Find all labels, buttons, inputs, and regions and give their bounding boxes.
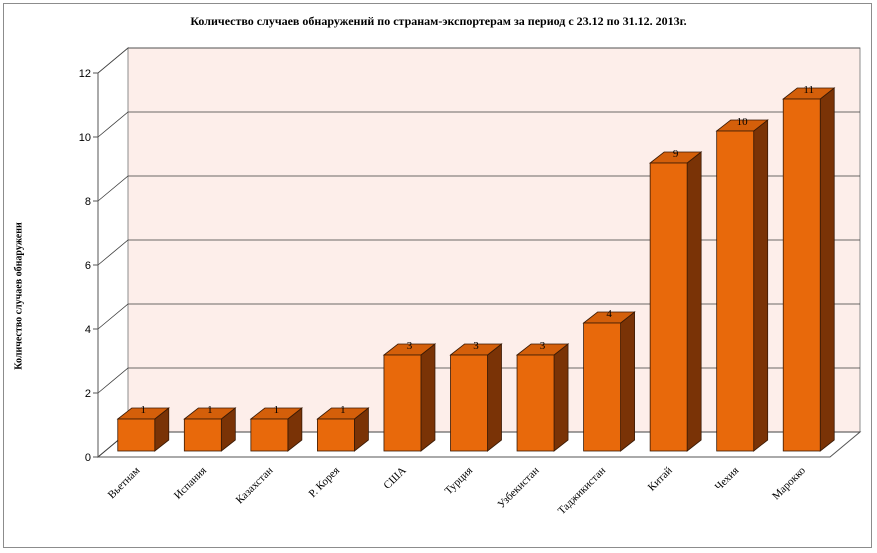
data-label: 10 [737,116,749,128]
bar-front [516,354,555,452]
bar [116,407,170,452]
chart-title: Количество случаев обнаружений по страна… [190,14,687,28]
data-label: 9 [673,148,679,160]
bar [582,311,636,452]
bars [116,87,836,452]
bar-side [620,311,635,452]
x-category-label: Казахстан [234,465,276,507]
bar [648,151,703,452]
gridline [97,111,860,138]
x-category-label: Турция [443,465,476,498]
bar [316,407,370,452]
bar-side [753,119,769,452]
y-tick-label: 2 [85,388,91,400]
x-category-label: Р. Корея [307,465,342,500]
x-category-label: Марокко [770,464,808,502]
data-label: 1 [340,404,346,416]
y-tick-label: 8 [85,196,91,208]
bar [249,407,304,452]
x-category-label: Узбекистан [495,465,541,511]
x-axis-categories: Вьетнам Испания Казахстан Р. Корея США Турция… [106,464,808,517]
gridline [97,47,860,74]
bar-side [420,343,436,452]
data-label: 3 [540,340,546,352]
gridline [97,175,860,202]
bar [382,343,437,452]
bar-side [686,151,702,452]
data-label: 1 [207,404,213,416]
bar-front [450,354,488,452]
data-label: 3 [407,340,413,352]
bar [449,343,503,452]
gridline [97,239,860,266]
y-tick-label: 6 [85,260,91,272]
bar-front [716,130,755,452]
bar-side [487,343,502,452]
bar-front [782,98,821,452]
data-label: 1 [141,404,147,416]
bar [515,343,570,452]
bar [715,119,769,452]
x-category-label: Испания [172,465,209,502]
bar-front [649,162,688,452]
data-label: 4 [606,308,612,320]
bar [183,407,237,452]
x-category-label: Чехия [713,465,742,494]
bar-side [553,343,569,452]
x-category-label: Вьетнам [106,465,143,502]
x-category-label: США [381,465,408,492]
y-tick-label: 4 [85,324,91,336]
x-category-label: Китай [646,465,675,494]
bar-front [250,418,289,452]
bar-front [117,418,156,452]
bar-front [317,418,355,452]
bar-front [583,322,621,452]
x-category-label: Таджикистан [556,465,609,518]
data-label: 11 [803,84,814,96]
data-label: 3 [473,340,479,352]
y-tick-label: 12 [79,68,91,80]
y-axis-ticks: 0 2 4 6 8 10 12 [79,68,99,464]
gridline [97,303,860,330]
data-label: 1 [274,404,280,416]
y-tick-label: 0 [85,452,91,464]
bar-front [383,354,422,452]
bar-side [819,87,835,452]
y-tick-label: 10 [79,132,91,144]
bar [782,87,836,452]
bar-front [183,418,222,452]
